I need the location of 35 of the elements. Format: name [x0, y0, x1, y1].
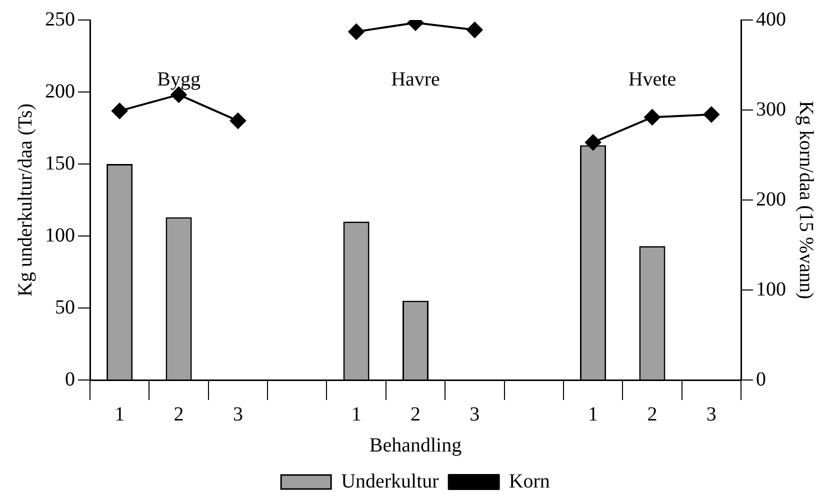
x-tick-label: 1 — [351, 403, 362, 426]
x-tick-label: 2 — [410, 403, 420, 426]
point — [703, 106, 720, 122]
y-axis-title: Kg underkultur/daa (Ts) — [14, 104, 36, 296]
y2-tick-label: 200 — [756, 188, 786, 210]
point — [348, 24, 364, 40]
annotation: Havre — [391, 68, 440, 90]
y2-tick-label: 0 — [756, 368, 766, 390]
x-tick-label: 3 — [470, 403, 480, 426]
point — [644, 109, 660, 126]
y2-axis-title: Kg korn/daa (15 %vann) — [794, 100, 817, 300]
y-tick-label: 0 — [65, 368, 75, 390]
annotation: Hvete — [628, 68, 676, 90]
y2-tick-label: 100 — [756, 278, 786, 300]
point — [585, 134, 602, 150]
x-tick-label: 1 — [114, 403, 125, 426]
x-tick-label: 2 — [647, 403, 658, 426]
point — [112, 102, 128, 119]
point — [230, 112, 246, 129]
legend-label: Underkultur — [341, 470, 440, 492]
y-tick-label: 50 — [55, 296, 75, 318]
y2-tick-label: 400 — [756, 8, 786, 30]
x-tick-label: 3 — [706, 403, 716, 426]
y-tick-label: 100 — [45, 224, 75, 246]
x-tick-label: 2 — [174, 403, 184, 426]
y-tick-label: 250 — [45, 8, 75, 30]
y-tick-label: 200 — [45, 80, 75, 102]
y-tick-label: 150 — [45, 152, 75, 174]
legend-label: Korn — [508, 470, 550, 492]
annotation: Bygg — [157, 68, 200, 90]
y2-tick-label: 300 — [756, 98, 786, 120]
x-tick-label: 3 — [232, 403, 243, 426]
x-tick-label: 1 — [588, 403, 598, 426]
x-axis-title: Behandling — [369, 434, 462, 456]
point — [466, 22, 483, 38]
